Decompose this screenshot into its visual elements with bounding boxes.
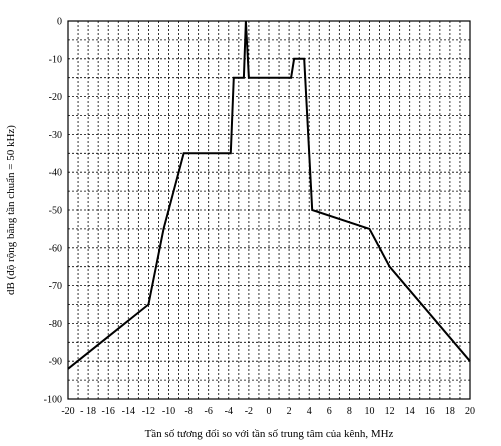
plot-frame [67, 20, 471, 400]
x-axis-title: Tần số tương đối so với tần số trung tâm… [145, 428, 394, 440]
x-tick-label: -14 [122, 406, 135, 417]
x-tick-label: 14 [405, 406, 415, 417]
x-axis: -20- 18 -16 -14 -12 -10 -8 -6 -4 -2 0 2 4 6 8 10 12 14 16… [61, 406, 475, 417]
y-tick-label: -10 [49, 54, 62, 65]
x-tick-label: 20 [465, 406, 475, 417]
x-tick-label: 0 [267, 406, 272, 417]
x-tick-label: 10 [365, 406, 375, 417]
y-tick-label: -60 [49, 243, 62, 254]
x-tick-label: 8 [347, 406, 352, 417]
x-tick-label: 4 [307, 406, 312, 417]
x-tick-label: -8 [184, 406, 192, 417]
x-tick-label: 16 [425, 406, 435, 417]
x-tick-label: -4 [225, 406, 233, 417]
x-tick-label: - 18 [80, 406, 96, 417]
x-tick-label: 6 [327, 406, 332, 417]
y-tick-label: -90 [49, 357, 62, 368]
x-tick-label: -10 [162, 406, 175, 417]
x-tick-label: -12 [142, 406, 155, 417]
y-tick-label: -100 [44, 395, 62, 406]
x-tick-label: -20 [61, 406, 74, 417]
y-tick-label: -50 [49, 206, 62, 217]
x-tick-label: 2 [287, 406, 292, 417]
x-tick-label: 12 [385, 406, 395, 417]
x-tick-label: -16 [102, 406, 115, 417]
y-axis-title: dB (độ rộng băng tần chuẩn = 50 kHz) [5, 125, 17, 295]
y-tick-label: -30 [49, 130, 62, 141]
x-tick-label: -2 [245, 406, 253, 417]
series-layer [67, 20, 471, 370]
y-tick-label: -80 [49, 319, 62, 330]
y-tick-label: -40 [49, 168, 62, 179]
x-tick-label: -6 [205, 406, 213, 417]
y-tick-label: 0 [57, 17, 62, 28]
x-tick-label: 18 [445, 406, 455, 417]
y-tick-label: -70 [49, 281, 62, 292]
y-axis: 0 -10 -20 -30 -40 -50 -60 -70 -80 -90 -100 [44, 17, 62, 406]
y-tick-label: -20 [49, 92, 62, 103]
series-line [67, 20, 471, 370]
